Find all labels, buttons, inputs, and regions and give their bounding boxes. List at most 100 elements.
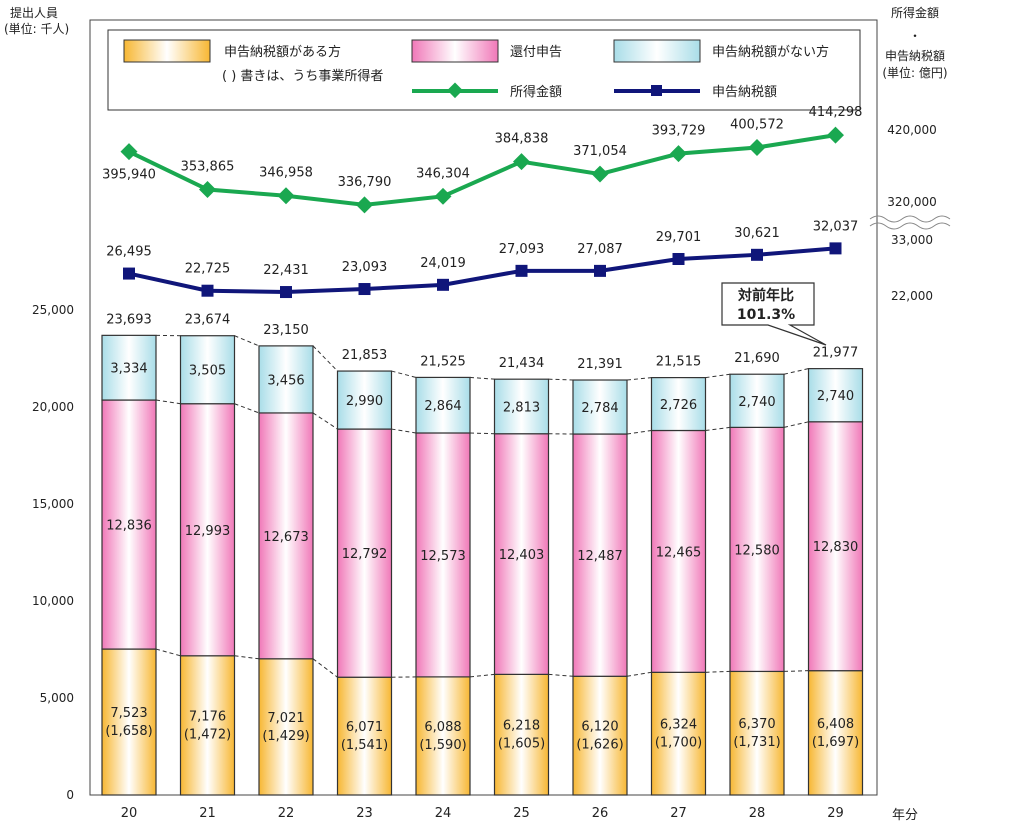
- x-axis-tick: 26: [592, 806, 609, 821]
- tax-axis-tick-0: 33,000: [891, 233, 933, 247]
- series-boundary-connector: [234, 403, 260, 414]
- tax-value-label: 27,093: [499, 242, 545, 257]
- income-value-label: 384,838: [495, 132, 549, 147]
- series-boundary-connector: [783, 421, 809, 428]
- bar-value-label: 12,993: [185, 524, 231, 539]
- bar-value-label: 6,408: [817, 717, 854, 732]
- tax-point: [358, 283, 371, 296]
- bar-segment-0-26: [572, 675, 628, 796]
- y-axis-tick-5: 25,000: [32, 303, 74, 317]
- bar-value-label: 2,813: [503, 400, 540, 415]
- business-filer-label: (1,472): [184, 727, 231, 742]
- total-label: 21,977: [813, 346, 859, 361]
- label-layer: 0 5,000 10,000 15,000 20,000 25,000 7,523 (1,65…: [32, 105, 862, 821]
- bar-segment-2-24: [415, 376, 471, 434]
- bar-value-label: 2,784: [581, 401, 618, 416]
- callout-box: [721, 282, 827, 346]
- bar-value-label: 12,580: [734, 543, 780, 558]
- bar-segment-2-25: [493, 378, 550, 435]
- series-boundary-connector: [705, 670, 731, 673]
- x-axis-tick: 28: [749, 806, 766, 821]
- income-value-label: 353,865: [181, 160, 235, 175]
- bar-segment-0-21: [179, 655, 236, 796]
- series-boundary-connector: [391, 428, 417, 434]
- bar-segment-0-20: [101, 648, 157, 796]
- business-filer-label: (1,605): [498, 737, 545, 752]
- x-axis-tick: 23: [356, 806, 373, 821]
- income-point: [356, 196, 373, 214]
- bar-value-label: 6,120: [581, 720, 618, 735]
- plot-frame: [89, 19, 878, 796]
- legend-swatch-refund: [411, 39, 499, 63]
- business-filer-label: (1,429): [262, 729, 309, 744]
- x-axis-tick: 24: [435, 806, 452, 821]
- income-value-label: 400,572: [730, 117, 784, 132]
- total-connector: [548, 378, 574, 381]
- y-axis-tick-2: 10,000: [32, 594, 74, 608]
- bar-value-label: 7,176: [189, 709, 226, 724]
- bar-value-label: 2,726: [660, 398, 697, 413]
- x-axis-tick: 27: [670, 806, 687, 821]
- bar-segment-1-28: [729, 426, 785, 673]
- income-point: [199, 181, 216, 199]
- total-label: 23,693: [106, 312, 152, 327]
- callout-line2: 101.3%: [737, 307, 795, 323]
- tax-value-label: 32,037: [813, 219, 859, 234]
- legend-label-tax: 申告納税額: [712, 85, 777, 100]
- tax-point: [594, 264, 606, 277]
- income-point: [277, 187, 295, 205]
- bar-value-label: 6,324: [660, 718, 697, 733]
- tax-point: [672, 252, 685, 265]
- bar-layer: [101, 334, 864, 796]
- bar-value-label: 12,673: [263, 530, 309, 545]
- bar-value-label: 6,088: [424, 720, 461, 735]
- legend-label-taxpaying: 申告納税額がある方: [224, 44, 341, 60]
- series-boundary-connector: [783, 670, 809, 672]
- income-point: [670, 145, 687, 163]
- bar-segment-2-23: [336, 370, 393, 430]
- series-boundary-connector: [705, 426, 731, 431]
- total-label: 23,150: [263, 323, 309, 338]
- bar-value-label: 2,740: [817, 389, 854, 404]
- x-axis-label: 年分: [892, 808, 918, 823]
- income-point: [591, 165, 609, 183]
- bar-segment-0-23: [336, 676, 393, 796]
- income-point: [827, 126, 844, 144]
- bar-value-label: 3,334: [110, 362, 147, 377]
- bar-value-label: 12,836: [106, 519, 152, 534]
- total-label: 21,525: [420, 354, 466, 369]
- tax-value-label: 22,725: [185, 262, 231, 277]
- legend-note: ( ) 書きは、うち事業所得者: [222, 68, 383, 84]
- tax-axis-tick-1: 22,000: [891, 289, 933, 303]
- bar-segment-2-29: [807, 368, 864, 423]
- total-connector: [469, 376, 495, 380]
- bar-segment-2-27: [650, 377, 707, 432]
- income-point: [748, 138, 766, 156]
- bar-value-label: 3,505: [189, 364, 226, 379]
- series-boundary-connector: [312, 658, 338, 678]
- tax-point: [280, 286, 292, 299]
- tax-point: [751, 248, 763, 261]
- bar-segment-1-29: [807, 421, 864, 672]
- series-boundary-connector: [626, 671, 652, 677]
- tax-value-label: 27,087: [577, 242, 623, 257]
- left-axis-label-line2: (単位: 千人): [4, 21, 69, 36]
- total-label: 21,690: [734, 351, 780, 366]
- tax-line: [128, 246, 836, 295]
- series-boundary-connector: [312, 412, 338, 430]
- y-axis-tick-1: 5,000: [40, 691, 74, 705]
- series-boundary-connector: [469, 673, 495, 678]
- bar-value-label: 12,487: [577, 549, 623, 564]
- bar-value-label: 6,218: [503, 719, 540, 734]
- bar-value-label: 12,792: [342, 547, 388, 562]
- x-axis-tick: 25: [513, 806, 530, 821]
- bar-value-label: 2,740: [738, 395, 775, 410]
- bar-segment-1-23: [336, 428, 393, 678]
- right-axis-label-line1: 所得金額: [891, 5, 939, 20]
- bar-value-label: 12,403: [499, 548, 545, 563]
- right-axis-label-line2: ・: [909, 29, 921, 43]
- bar-value-label: 6,370: [738, 717, 775, 732]
- legend-label-income: 所得金額: [510, 84, 562, 100]
- right-axis-label-line4: (単位: 億円): [882, 65, 947, 80]
- tax-value-label: 23,093: [342, 260, 388, 275]
